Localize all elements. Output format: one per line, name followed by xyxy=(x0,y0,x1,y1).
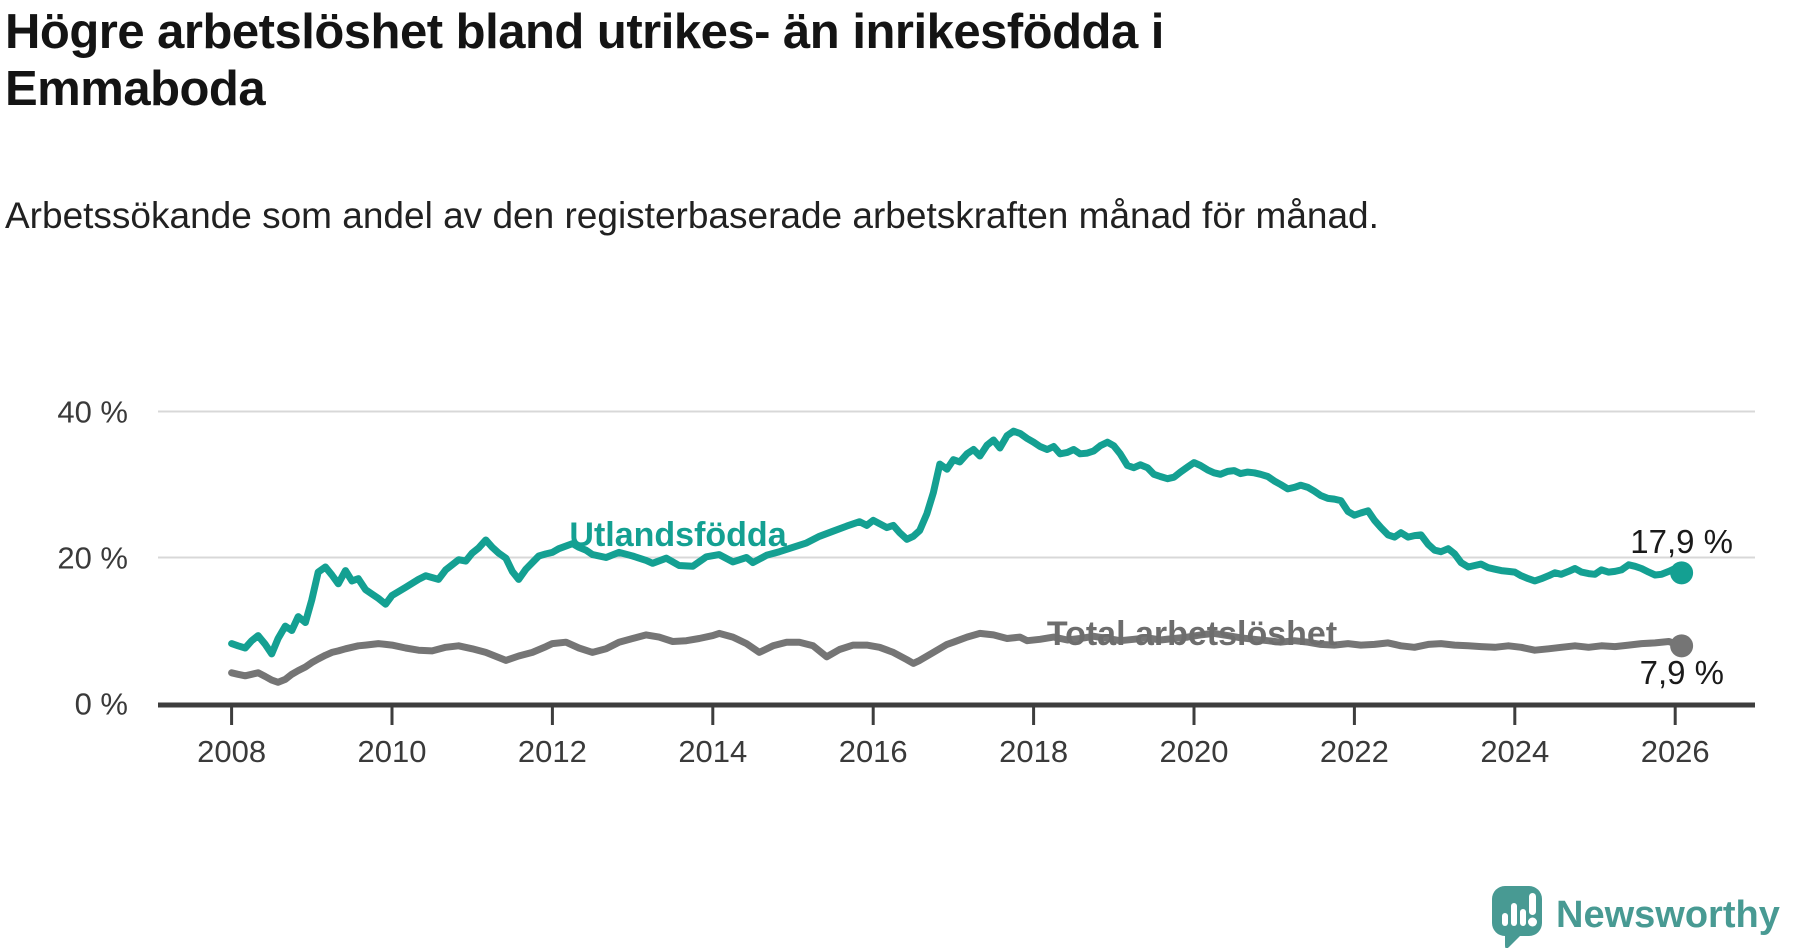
series-annotations: Utlandsfödda Total arbetslöshet 17,9 % 7… xyxy=(569,516,1733,691)
data-series xyxy=(228,427,1694,686)
x-axis-labels: 2008 2010 2012 2014 2016 2018 2020 2022 2024 2026 xyxy=(197,734,1710,769)
x-tick-label: 2026 xyxy=(1641,734,1710,769)
gridlines xyxy=(158,410,1755,559)
title-line-2: Emmaboda xyxy=(5,62,266,117)
line-total-arbetsloshet-end-dot xyxy=(1670,634,1694,658)
y-tick-label: 0 % xyxy=(75,687,128,722)
x-tick-label: 2008 xyxy=(197,734,266,769)
y-tick-label: 20 % xyxy=(57,541,128,576)
line-total-arbetsloshet xyxy=(228,629,1686,686)
chart-subtitle: Arbetssökande som andel av den registerb… xyxy=(5,195,1379,236)
y-axis-labels: 0 % 20 % 40 % xyxy=(57,395,128,722)
x-tick-label: 2012 xyxy=(518,734,587,769)
end-value-utlandsfodda: 17,9 % xyxy=(1630,523,1733,560)
x-axis xyxy=(158,702,1755,725)
title-line-1: Högre arbetslöshet bland utrikes- än inr… xyxy=(5,5,1164,59)
x-tick-label: 2010 xyxy=(358,734,427,769)
exclamation-glyph xyxy=(1528,893,1537,927)
series-label-total-arbetsloshet: Total arbetslöshet xyxy=(1047,615,1337,653)
x-tick-label: 2014 xyxy=(678,734,747,769)
brand-name: Newsworthy xyxy=(1556,894,1780,936)
newsworthy-logo: Newsworthy xyxy=(1492,886,1780,948)
x-tick-label: 2024 xyxy=(1480,734,1549,769)
series-label-utlandsfodda: Utlandsfödda xyxy=(569,516,787,554)
page-title: Högre arbetslöshet bland utrikes- än inr… xyxy=(5,4,1505,119)
x-tick-label: 2016 xyxy=(839,734,908,769)
line-utlandsfodda-end-dot xyxy=(1670,561,1694,585)
x-tick-label: 2018 xyxy=(999,734,1068,769)
x-tick-label: 2020 xyxy=(1160,734,1229,769)
line-utlandsfodda xyxy=(228,427,1686,658)
x-tick-label: 2022 xyxy=(1320,734,1389,769)
y-tick-label: 40 % xyxy=(57,395,128,430)
end-value-total: 7,9 % xyxy=(1640,654,1724,691)
bar-chart-glyph xyxy=(1502,903,1526,926)
